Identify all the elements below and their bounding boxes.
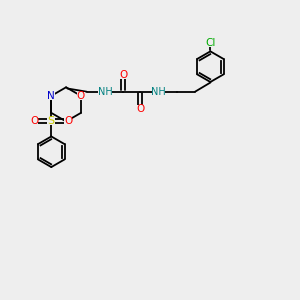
Text: NH: NH	[151, 87, 166, 97]
FancyBboxPatch shape	[98, 88, 112, 96]
FancyBboxPatch shape	[30, 117, 38, 125]
Text: NH: NH	[98, 87, 112, 97]
Text: O: O	[136, 104, 144, 114]
Text: O: O	[77, 91, 85, 101]
Text: Cl: Cl	[205, 38, 215, 47]
Text: N: N	[47, 91, 55, 101]
FancyBboxPatch shape	[47, 92, 56, 100]
FancyBboxPatch shape	[47, 117, 56, 125]
Text: O: O	[30, 116, 38, 126]
FancyBboxPatch shape	[152, 88, 165, 96]
FancyBboxPatch shape	[136, 105, 144, 113]
FancyBboxPatch shape	[77, 92, 85, 100]
Text: O: O	[119, 70, 127, 80]
FancyBboxPatch shape	[204, 38, 217, 46]
FancyBboxPatch shape	[64, 117, 73, 125]
Text: O: O	[64, 116, 73, 126]
FancyBboxPatch shape	[119, 70, 127, 79]
Text: S: S	[48, 116, 55, 126]
